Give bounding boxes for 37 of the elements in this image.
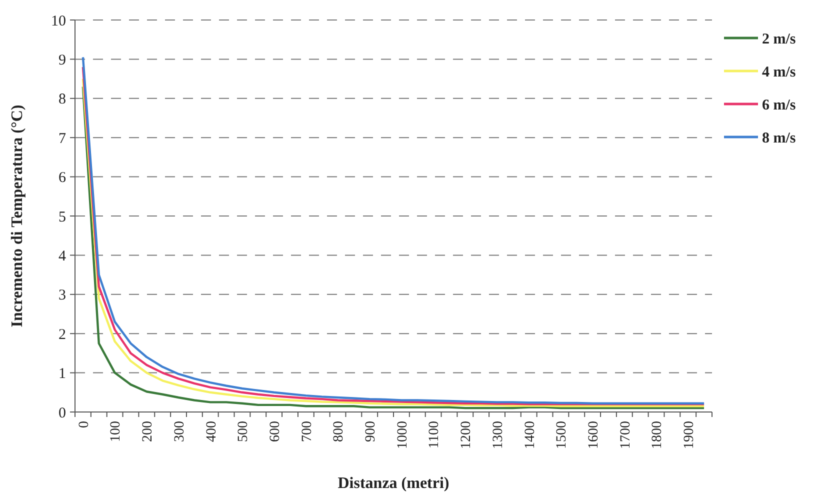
x-tick-label: 200 (140, 421, 156, 442)
x-tick-label: 1500 (554, 421, 570, 449)
x-tick-label: 1900 (682, 421, 698, 449)
x-tick-label: 900 (364, 421, 379, 442)
y-tick-label: 10 (51, 13, 66, 30)
x-tick-label: 1400 (522, 421, 538, 449)
x-tick-label: 1700 (618, 421, 634, 449)
x-axis-title: Distanza (metri) (338, 475, 450, 492)
y-tick-label: 3 (58, 288, 66, 304)
x-tick-label: 500 (236, 421, 252, 442)
y-tick-label: 5 (58, 209, 66, 226)
x-tick-label: 800 (332, 421, 347, 442)
y-tick-label: 0 (58, 405, 66, 422)
x-tick-label: 1800 (650, 421, 666, 449)
x-tick-label: 600 (268, 421, 283, 442)
y-tick-label: 1 (58, 366, 66, 382)
x-tick-label: 300 (172, 421, 188, 442)
y-tick-label: 6 (58, 170, 66, 186)
x-tick-label: 700 (300, 421, 315, 442)
x-tick-label: 400 (204, 421, 220, 442)
legend-label: 4 m/s (762, 64, 796, 80)
y-tick-label: 4 (58, 248, 66, 264)
y-tick-label: 7 (58, 130, 66, 147)
y-axis-title: Incremento di Temperatura (°C) (9, 104, 26, 328)
legend-label: 2 m/s (762, 31, 796, 48)
y-tick-label: 8 (58, 92, 66, 108)
x-tick-label: 1100 (427, 421, 442, 448)
x-tick-label: 1600 (586, 421, 602, 449)
x-tick-label: 0 (76, 421, 92, 428)
y-tick-label: 9 (58, 52, 66, 68)
x-tick-label: 1000 (395, 421, 410, 449)
legend-label: 8 m/s (762, 130, 796, 146)
x-tick-label: 100 (108, 421, 124, 442)
y-tick-label: 2 (58, 326, 66, 343)
x-tick-label: 1300 (490, 421, 506, 449)
legend-label: 6 m/s (762, 97, 796, 114)
x-tick-label: 1200 (459, 421, 474, 449)
